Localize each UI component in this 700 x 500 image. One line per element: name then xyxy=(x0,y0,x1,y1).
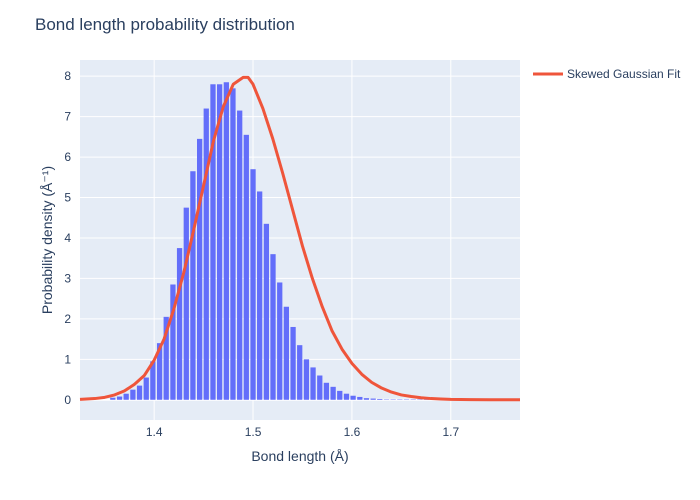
histogram-bar[interactable] xyxy=(317,375,323,400)
histogram-bar[interactable] xyxy=(330,386,336,400)
histogram-bar[interactable] xyxy=(310,367,316,400)
fit-line xyxy=(79,75,521,402)
histogram-bar[interactable] xyxy=(243,134,249,400)
histogram-bar[interactable] xyxy=(250,169,256,400)
x-axis-label: Bond length (Å) xyxy=(251,448,348,464)
y-tick-label: 1 xyxy=(64,352,71,366)
histogram-bar[interactable] xyxy=(377,398,383,400)
histogram-bar[interactable] xyxy=(263,223,270,400)
x-axis-ticks: 1.4 1.5 1.6 1.7 xyxy=(146,425,460,439)
legend[interactable]: Skewed Gaussian Fit xyxy=(533,67,681,81)
y-tick-label: 8 xyxy=(64,69,71,83)
y-tick-label: 6 xyxy=(64,150,71,164)
histogram-bar[interactable] xyxy=(357,396,363,400)
histogram-bar[interactable] xyxy=(197,138,203,400)
histogram-bar[interactable] xyxy=(223,82,229,400)
histogram-bar[interactable] xyxy=(123,393,129,400)
histogram-bar[interactable] xyxy=(370,398,376,400)
histogram-bar[interactable] xyxy=(150,361,156,400)
histogram-bar[interactable] xyxy=(237,110,243,400)
histogram-bar[interactable] xyxy=(130,389,136,400)
histogram-bar[interactable] xyxy=(156,343,163,400)
histogram-bar[interactable] xyxy=(183,207,189,400)
y-tick-label: 4 xyxy=(64,231,71,245)
x-tick-label: 1.4 xyxy=(146,425,163,439)
histogram-bar[interactable] xyxy=(323,382,330,400)
histogram-bar[interactable] xyxy=(257,191,263,400)
x-tick-label: 1.7 xyxy=(442,425,459,439)
histogram-bar[interactable] xyxy=(297,345,303,400)
histogram-bar[interactable] xyxy=(190,171,196,400)
histogram-bar[interactable] xyxy=(270,254,276,400)
y-tick-label: 2 xyxy=(64,312,71,326)
x-tick-label: 1.6 xyxy=(344,425,361,439)
x-tick-label: 1.5 xyxy=(245,425,262,439)
histogram-bar[interactable] xyxy=(143,377,149,400)
histogram-bar[interactable] xyxy=(303,359,310,400)
histogram-bar[interactable] xyxy=(337,390,343,400)
histogram-bar[interactable] xyxy=(290,326,296,400)
histogram-bar[interactable] xyxy=(203,108,209,400)
chart-title: Bond length probability distribution xyxy=(35,15,295,34)
histogram-bar[interactable] xyxy=(363,398,370,400)
histogram-bar[interactable] xyxy=(343,393,350,400)
y-axis-label: Probability density (Å⁻¹) xyxy=(39,166,55,314)
y-tick-label: 7 xyxy=(64,110,71,124)
y-axis-ticks: 0 1 2 3 4 5 6 7 8 xyxy=(64,69,71,407)
histogram-bar[interactable] xyxy=(176,248,183,400)
histogram-bar[interactable] xyxy=(136,385,143,400)
histogram-bar[interactable] xyxy=(350,395,356,400)
y-tick-label: 0 xyxy=(64,393,71,407)
legend-label: Skewed Gaussian Fit xyxy=(567,67,681,81)
y-tick-label: 3 xyxy=(64,271,71,285)
histogram-bar[interactable] xyxy=(110,397,116,400)
y-tick-label: 5 xyxy=(64,191,71,205)
histogram-bar[interactable] xyxy=(170,284,176,400)
histogram-bar[interactable] xyxy=(283,306,289,400)
histogram-bar[interactable] xyxy=(116,396,123,400)
histogram-bars xyxy=(110,82,430,400)
histogram-bar[interactable] xyxy=(230,88,236,400)
histogram-bar[interactable] xyxy=(216,84,223,400)
histogram-bar[interactable] xyxy=(163,316,169,400)
histogram-bar[interactable] xyxy=(210,84,216,400)
histogram-bar[interactable] xyxy=(277,282,283,400)
